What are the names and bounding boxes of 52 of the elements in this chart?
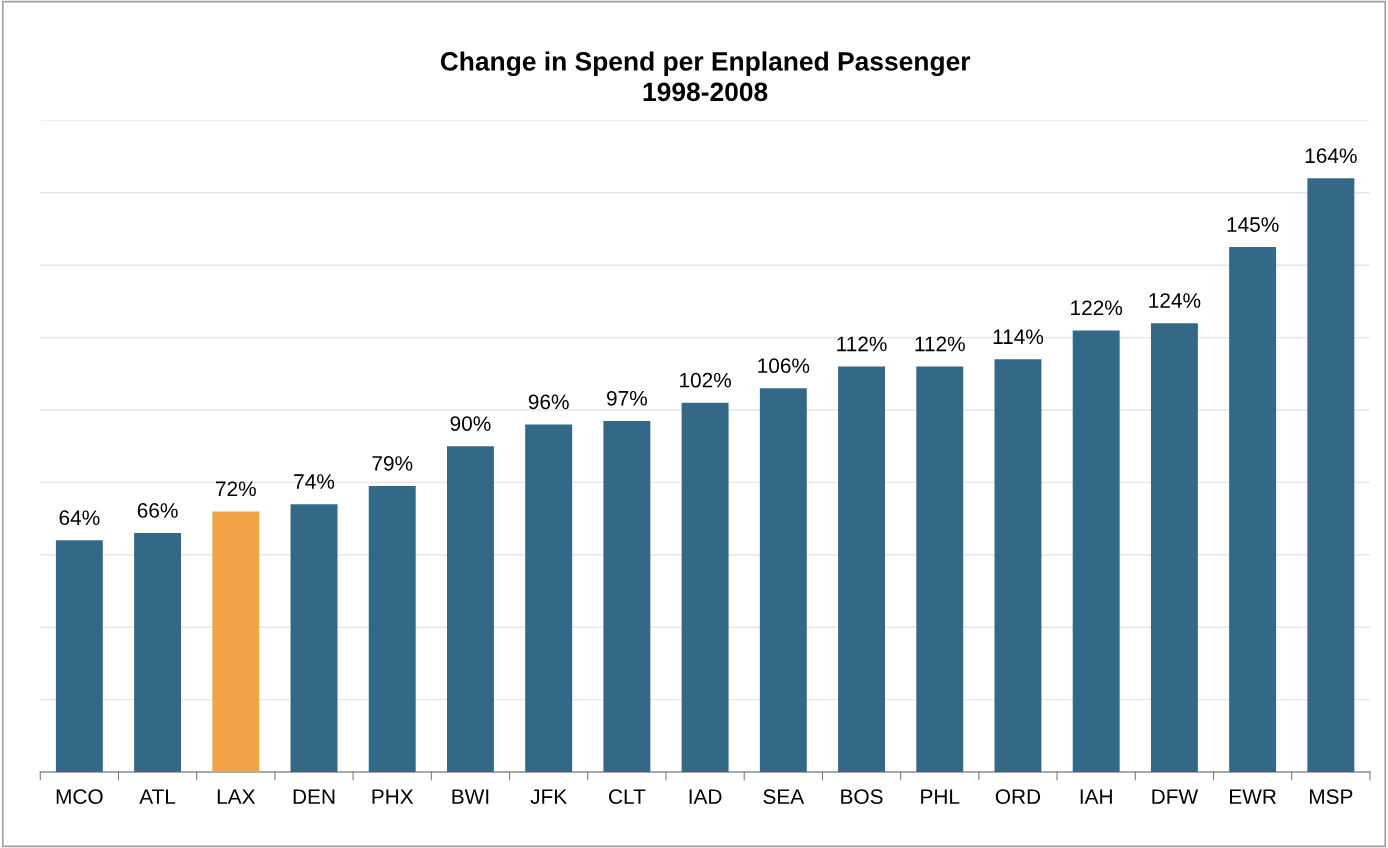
x-tick-label: PHL [921,789,960,804]
bar [134,533,182,773]
data-label: 112% [915,336,965,352]
x-tick-label: DFW [1152,789,1199,804]
data-label: 96% [528,394,569,410]
x-tick-label: MSP [1309,789,1353,804]
bar [212,511,260,773]
x-tick-label: JFK [530,789,567,804]
bar [1150,323,1198,773]
x-tick-label: ATL [139,789,176,804]
x-tick-label: BWI [452,789,489,804]
data-label: 164% [1305,148,1357,164]
data-label: 66% [137,503,178,518]
bar [368,486,416,773]
x-tick-label: IAH [1080,789,1112,804]
bar [1307,178,1355,773]
bar [994,359,1042,773]
data-label: 122% [1071,300,1123,316]
x-tick-label: SEA [763,789,805,804]
x-tick-label: BOS [841,789,883,804]
x-tick-label: ORD [995,789,1041,804]
bar [681,402,729,773]
x-tick-label: CLT [609,789,646,804]
bar [1229,247,1277,773]
bar [290,504,338,773]
bar [759,388,807,773]
data-label: 97% [607,390,647,406]
x-tick-label: LAX [217,789,256,804]
x-tick-label: DEN [293,789,335,804]
data-label: 114% [993,329,1044,345]
data-label: 79% [372,456,413,471]
chart-title: Change in Spend per Enplaned Passenger 1998-2008 [440,51,971,102]
data-label: 90% [450,416,491,431]
x-tick-label: MCO [56,789,103,804]
bar [446,446,494,773]
bar [603,420,651,773]
bar [55,540,103,773]
bar [1072,330,1120,773]
data-label: 124% [1149,293,1201,308]
data-label: 74% [294,474,335,489]
bar [838,366,886,773]
x-tick-label: IAD [689,789,722,804]
data-label: 145% [1227,217,1279,232]
data-label: 72% [216,481,256,497]
bar [525,424,573,773]
data-label: 102% [680,372,732,388]
data-label: 64% [59,510,100,526]
data-label: 112% [837,336,887,352]
data-label: 106% [758,358,810,374]
bar [916,366,964,773]
x-tick-label: PHX [372,789,414,804]
x-tick-label: EWR [1230,789,1276,804]
